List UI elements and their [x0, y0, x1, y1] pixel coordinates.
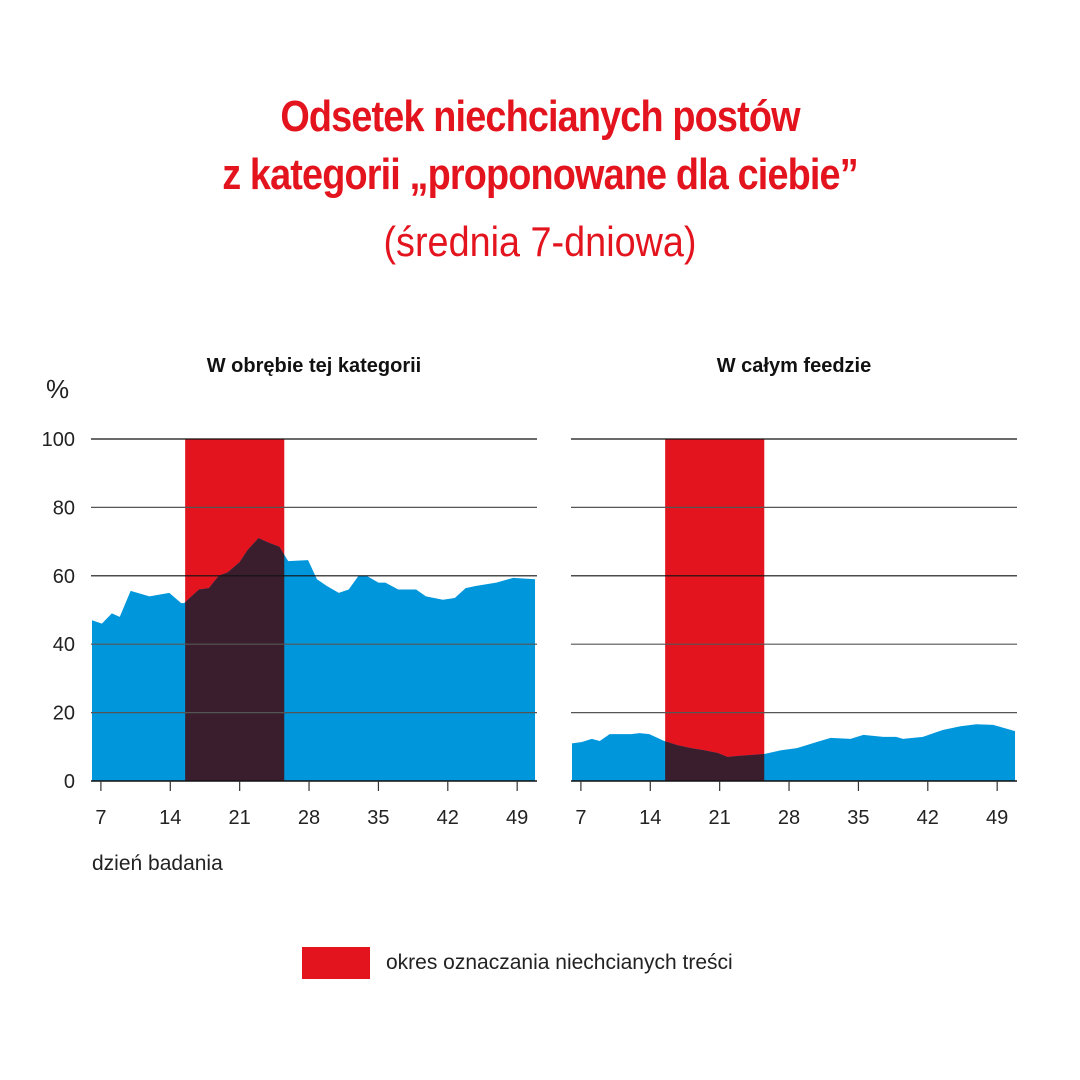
- series-area-overlap: [665, 741, 765, 781]
- y-tick-label: 100: [42, 429, 75, 451]
- x-tick-label: 49: [506, 807, 528, 829]
- chart-title-line2: z kategorii „proponowane dla ciebie”: [222, 150, 858, 199]
- series-area: [571, 724, 1016, 781]
- legend: okres oznaczania niechcianych treści: [302, 947, 733, 979]
- x-axis-label: dzień badania: [92, 852, 223, 875]
- x-tick-label: 21: [229, 807, 251, 829]
- x-tick-label: 49: [986, 807, 1008, 829]
- panel-title: W całym feedzie: [717, 355, 872, 377]
- x-tick-label: 14: [639, 807, 661, 829]
- x-tick-label: 21: [709, 807, 731, 829]
- series-area: [91, 538, 536, 781]
- chart-title: Odsetek niechcianych postów: [280, 92, 800, 141]
- x-tick-label: 7: [95, 807, 106, 829]
- x-tick-label: 42: [437, 807, 459, 829]
- panel-2: W całym feedzie 7 14 21 28 35 42 49: [571, 355, 1017, 829]
- y-tick-label: 80: [53, 497, 75, 519]
- chart-subtitle: (średnia 7-dniowa): [383, 218, 697, 265]
- x-tick-label: 35: [847, 807, 869, 829]
- x-tick-label: 35: [367, 807, 389, 829]
- y-axis-label: %: [46, 374, 69, 404]
- legend-swatch: [302, 947, 370, 979]
- panel-title: W obrębie tej kategorii: [207, 355, 421, 377]
- x-tick-label: 28: [298, 807, 320, 829]
- series-area-overlap: [185, 538, 285, 781]
- y-tick-label: 60: [53, 566, 75, 588]
- x-tick-label: 42: [917, 807, 939, 829]
- y-tick-label: 40: [53, 634, 75, 656]
- y-tick-label: 0: [64, 771, 75, 793]
- x-tick-label: 14: [159, 807, 181, 829]
- panel-1: W obrębie tej kategorii 7 14 21 28 35 42 49 0 20 4…: [42, 355, 537, 875]
- legend-label: okres oznaczania niechcianych treści: [386, 951, 733, 974]
- x-tick-label: 7: [575, 807, 586, 829]
- y-tick-label: 20: [53, 703, 75, 725]
- highlight-period: [665, 439, 765, 781]
- x-tick-label: 28: [778, 807, 800, 829]
